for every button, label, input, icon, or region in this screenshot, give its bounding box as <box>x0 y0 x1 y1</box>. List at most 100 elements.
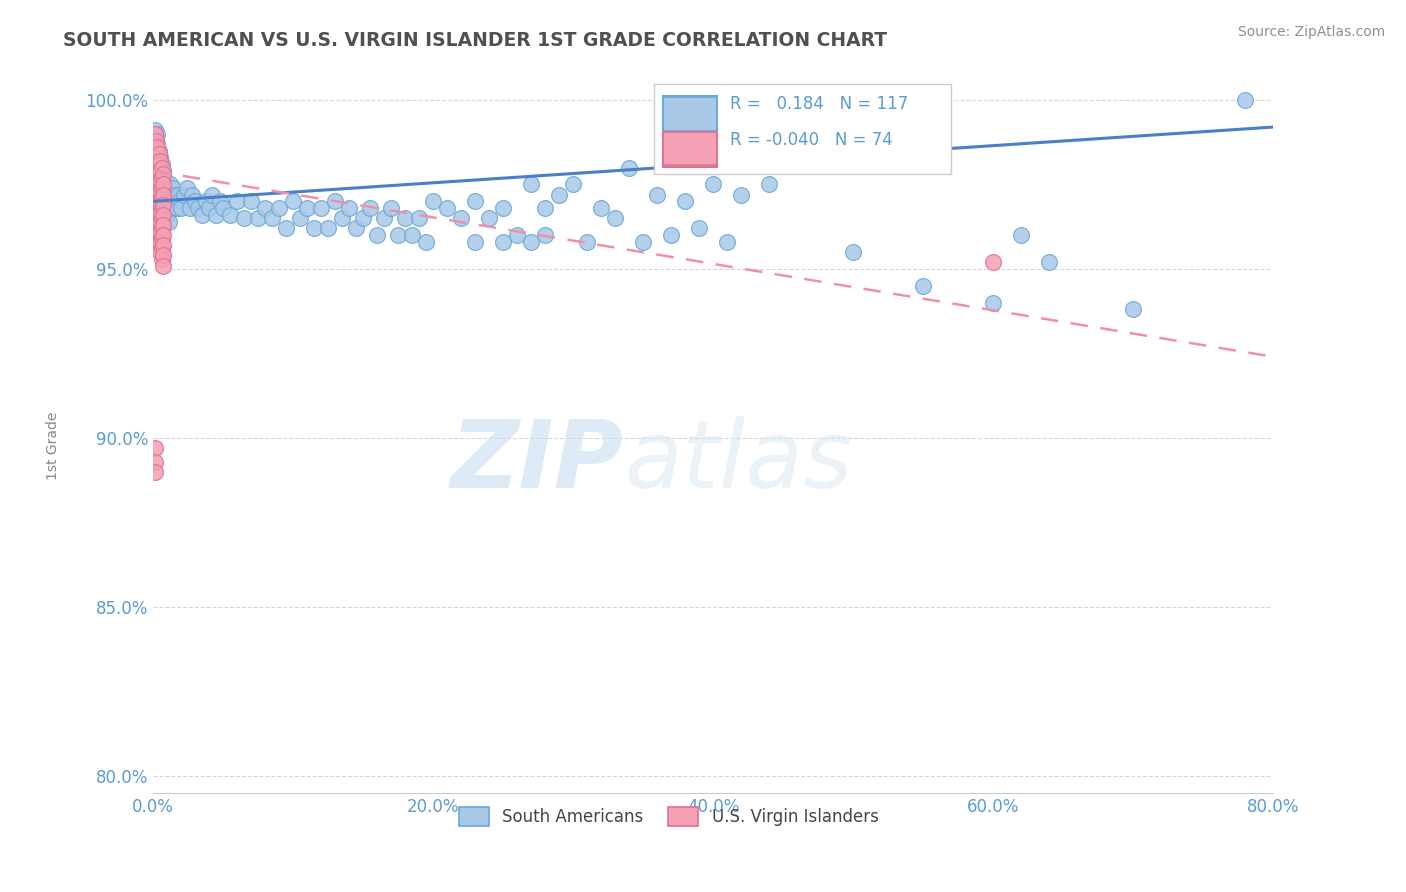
Point <box>152 167 174 181</box>
Text: Source: ZipAtlas.com: Source: ZipAtlas.com <box>1237 25 1385 39</box>
Point <box>492 201 515 215</box>
Point <box>394 211 416 226</box>
Point <box>148 157 170 171</box>
Point <box>645 187 668 202</box>
Point <box>450 211 472 226</box>
Point <box>562 178 585 192</box>
Point <box>165 194 187 209</box>
Point <box>205 208 228 222</box>
Point <box>149 235 172 249</box>
Point <box>146 147 169 161</box>
Point <box>366 228 388 243</box>
Point <box>148 198 170 212</box>
Point <box>842 245 865 260</box>
Point <box>145 204 167 219</box>
Text: ZIP: ZIP <box>451 416 624 508</box>
Point <box>201 187 224 202</box>
Point <box>143 441 166 455</box>
Point <box>506 228 529 243</box>
Point <box>149 161 172 175</box>
Point <box>659 228 682 243</box>
Text: R = -0.040   N = 74: R = -0.040 N = 74 <box>730 131 893 149</box>
Point <box>309 201 332 215</box>
Point <box>422 194 444 209</box>
Point <box>146 211 169 226</box>
Point <box>146 231 169 245</box>
Point <box>146 161 169 175</box>
Point <box>150 252 173 266</box>
Point <box>146 127 169 141</box>
Point <box>149 245 172 260</box>
Point <box>148 147 170 161</box>
Point <box>619 161 641 175</box>
Point <box>359 201 381 215</box>
Point <box>145 184 167 198</box>
Point <box>152 164 174 178</box>
Point <box>148 187 170 202</box>
Point <box>401 228 423 243</box>
Point <box>146 221 169 235</box>
Point <box>148 153 170 168</box>
Point <box>702 178 724 192</box>
Point <box>337 201 360 215</box>
Point <box>148 144 170 158</box>
Point <box>295 201 318 215</box>
Point <box>269 201 291 215</box>
Point <box>143 144 166 158</box>
Point <box>167 187 190 202</box>
Point <box>156 194 179 209</box>
Point <box>150 167 173 181</box>
Point <box>160 194 183 209</box>
Text: R =   0.184   N = 117: R = 0.184 N = 117 <box>730 95 908 113</box>
Point <box>150 170 173 185</box>
FancyBboxPatch shape <box>662 97 717 130</box>
Point <box>233 211 256 226</box>
Point <box>591 201 613 215</box>
Point <box>1234 93 1257 107</box>
Point <box>143 454 166 468</box>
Point <box>187 201 209 215</box>
Point <box>146 151 169 165</box>
Point <box>155 201 177 215</box>
Point <box>169 194 191 209</box>
Point <box>1038 255 1060 269</box>
Point <box>152 174 174 188</box>
Point <box>150 211 173 226</box>
Point <box>159 178 181 192</box>
Point <box>1122 302 1144 317</box>
Point <box>605 211 627 226</box>
Point <box>143 136 166 151</box>
Point <box>146 136 169 151</box>
Point <box>149 174 172 188</box>
Point <box>548 187 571 202</box>
Point <box>143 178 166 192</box>
Point <box>534 228 557 243</box>
Point <box>148 167 170 181</box>
Point <box>181 187 204 202</box>
Point <box>758 178 780 192</box>
Point <box>534 201 557 215</box>
Point <box>145 130 167 145</box>
Legend: South Americans, U.S. Virgin Islanders: South Americans, U.S. Virgin Islanders <box>450 798 887 835</box>
Point <box>157 214 180 228</box>
Point <box>152 187 174 202</box>
Point <box>143 147 166 161</box>
FancyBboxPatch shape <box>654 84 950 174</box>
Point <box>153 181 176 195</box>
Point <box>150 181 173 195</box>
Point <box>143 127 166 141</box>
Point <box>150 181 173 195</box>
Point <box>150 242 173 256</box>
Point <box>152 208 174 222</box>
Point <box>730 187 752 202</box>
Point <box>191 208 214 222</box>
Point <box>145 144 167 158</box>
Point <box>143 208 166 222</box>
Point <box>145 225 167 239</box>
Point <box>146 191 169 205</box>
Point <box>146 140 169 154</box>
Point <box>520 178 543 192</box>
Point <box>156 208 179 222</box>
Point <box>157 201 180 215</box>
Point <box>163 187 186 202</box>
